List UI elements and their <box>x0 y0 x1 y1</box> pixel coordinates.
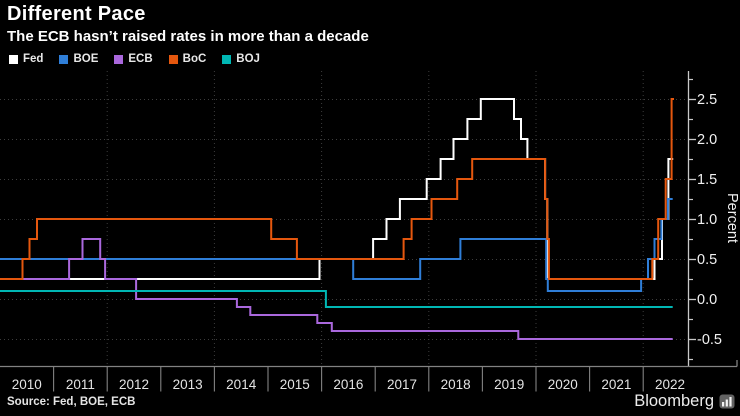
legend-swatch-boj <box>222 54 232 64</box>
series-line-ecb <box>0 238 673 340</box>
series-line-boc <box>0 98 674 280</box>
y-tick-label: 1.0 <box>697 212 717 228</box>
bloomberg-logo: Bloomberg <box>634 392 735 411</box>
series-line-boe <box>0 198 673 292</box>
y-tick-label: 2.5 <box>697 92 717 108</box>
y-tick-label: 2.0 <box>697 132 717 148</box>
chart-subtitle: The ECB hasn’t raised rates in more than… <box>7 28 369 45</box>
x-tick-label: 2015 <box>280 377 310 392</box>
x-tick-label: 2020 <box>548 377 578 392</box>
x-tick-label: 2012 <box>119 377 149 392</box>
x-tick-label: 2011 <box>66 377 95 392</box>
legend: Fed BOE ECB BoC BOJ <box>9 53 260 65</box>
x-tick-label: 2019 <box>494 377 524 392</box>
y-tick-label: -0.5 <box>697 332 722 348</box>
x-tick-label: 2013 <box>173 377 203 392</box>
legend-swatch-boe <box>59 54 69 64</box>
x-tick-label: 2016 <box>333 377 363 392</box>
chart-title: Different Pace <box>7 3 146 25</box>
legend-label: BOE <box>73 53 99 65</box>
y-tick-label: 0.0 <box>697 292 717 308</box>
legend-swatch-boc <box>168 54 178 64</box>
legend-item-boc: BoC <box>168 53 207 65</box>
legend-swatch-fed <box>9 54 18 64</box>
legend-label: BoC <box>182 53 207 65</box>
legend-item-fed: Fed <box>9 53 43 65</box>
x-tick-label: 2022 <box>655 377 685 392</box>
series-line-boj <box>0 290 673 308</box>
source-note: Source: Fed, BOE, ECB <box>7 396 136 408</box>
x-tick-label: 2014 <box>226 377 257 392</box>
legend-item-boj: BOJ <box>222 53 260 65</box>
x-tick-label: 2021 <box>601 377 631 392</box>
y-axis-title: Percent <box>724 193 740 243</box>
y-tick-label: 1.5 <box>697 172 717 188</box>
bloomberg-wordmark: Bloomberg <box>634 392 714 410</box>
x-tick-label: 2017 <box>387 377 417 392</box>
x-tick-label: 2018 <box>441 377 471 392</box>
legend-item-ecb: ECB <box>114 53 153 65</box>
legend-item-boe: BOE <box>59 53 98 65</box>
legend-label: BOJ <box>236 53 260 65</box>
bar-chart-icon <box>719 394 735 409</box>
legend-swatch-ecb <box>114 54 124 64</box>
y-tick-label: 0.5 <box>697 252 717 268</box>
legend-label: ECB <box>128 53 153 65</box>
x-tick-label: 2010 <box>12 377 42 392</box>
legend-label: Fed <box>23 53 44 65</box>
series-line-fed <box>0 98 674 280</box>
